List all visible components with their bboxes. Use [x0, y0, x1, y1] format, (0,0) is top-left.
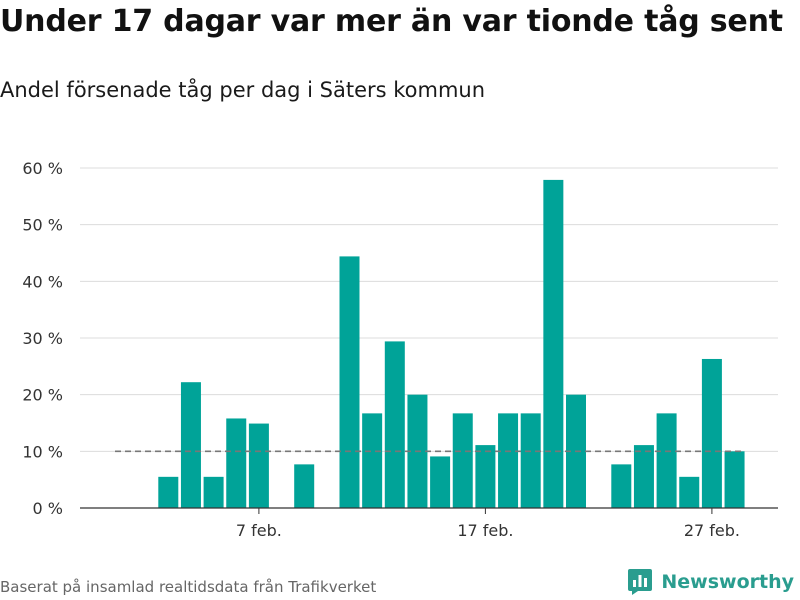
bar[interactable] [656, 413, 677, 508]
y-tick-label: 40 % [22, 272, 63, 291]
bar[interactable] [362, 413, 383, 508]
bar[interactable] [180, 382, 201, 508]
bar-chart-logo-icon [628, 569, 653, 595]
bar[interactable] [430, 456, 451, 508]
bar[interactable] [611, 464, 632, 508]
y-tick-label: 50 % [22, 216, 63, 235]
y-tick-label: 10 % [22, 442, 63, 461]
bar[interactable] [158, 476, 179, 508]
bar[interactable] [724, 451, 745, 508]
chart-title: Under 17 dagar var mer än var tionde tåg… [0, 4, 783, 39]
y-tick-label: 60 % [22, 159, 63, 178]
bar[interactable] [543, 179, 564, 508]
bar[interactable] [633, 445, 654, 508]
x-tick-label: 7 feb. [236, 521, 282, 540]
bar[interactable] [520, 413, 541, 508]
bar[interactable] [475, 445, 496, 508]
bar[interactable] [339, 256, 360, 508]
x-tick-label: 27 feb. [684, 521, 740, 540]
bar[interactable] [294, 464, 315, 508]
x-tick-label: 17 feb. [457, 521, 513, 540]
bar-chart: 0 % 10 % 20 % 30 % 40 % 50 % 60 % 7 feb. 17 feb.… [22, 159, 778, 540]
bar[interactable] [452, 413, 473, 508]
y-tick-label: 20 % [22, 386, 63, 405]
bar[interactable] [203, 476, 224, 508]
brand[interactable]: Newsworthy [627, 568, 794, 596]
brand-name: Newsworthy [661, 571, 794, 593]
bar[interactable] [384, 341, 405, 508]
bar[interactable] [679, 476, 700, 508]
y-tick-label: 30 % [22, 329, 63, 348]
bar[interactable] [498, 413, 519, 508]
y-tick-label: 0 % [33, 499, 63, 518]
source-note: Baserat på insamlad realtidsdata från Tr… [0, 578, 377, 596]
bar[interactable] [226, 418, 247, 508]
bar[interactable] [701, 358, 722, 508]
chart-subtitle: Andel försenade tåg per dag i Säters kom… [0, 78, 486, 102]
bar[interactable] [248, 423, 269, 508]
